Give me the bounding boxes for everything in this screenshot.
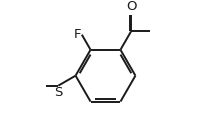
Text: F: F	[74, 27, 81, 41]
Text: S: S	[54, 86, 62, 99]
Text: O: O	[126, 0, 136, 13]
